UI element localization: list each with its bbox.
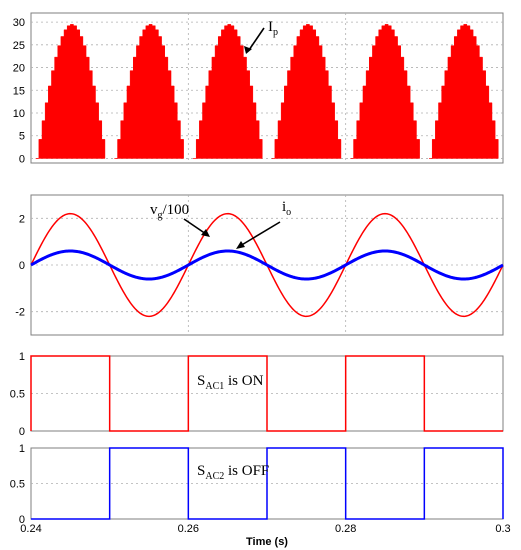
ip-label-main: I xyxy=(268,19,273,35)
vg-label-main: v xyxy=(150,202,158,218)
y-tick-label: 25 xyxy=(13,40,25,52)
y-tick-label: 10 xyxy=(13,108,25,120)
vg-label: vg/100 xyxy=(150,202,189,221)
switch-signal-2 xyxy=(31,447,504,520)
x-axis-label: Time (s) xyxy=(246,536,288,548)
y-tick-label: 5 xyxy=(19,131,25,143)
y-tick-label: 1 xyxy=(19,443,25,455)
y-tick-label: -2 xyxy=(15,307,25,319)
io-arrowhead xyxy=(236,241,245,249)
y-tick-label: 0 xyxy=(19,153,25,165)
switch-label-1: SAC1 is ON xyxy=(197,373,264,392)
io-label-main: i xyxy=(282,199,286,215)
io-label: io xyxy=(282,199,291,218)
x-tick-label: 0.3 xyxy=(495,523,510,535)
ip-pulse xyxy=(429,24,499,159)
y-tick-label: 0.5 xyxy=(10,479,25,491)
ip-pulse xyxy=(350,24,420,159)
switch-label-main: S xyxy=(197,463,205,479)
ip-pulse xyxy=(271,24,342,159)
vg-arrow xyxy=(183,218,207,235)
switch-label-sub: AC1 xyxy=(205,381,224,392)
ip-pulse xyxy=(35,24,106,159)
y-tick-label: 20 xyxy=(13,63,25,75)
plot-frame xyxy=(30,12,504,164)
switch-signal-1 xyxy=(30,355,503,432)
ip-arrow xyxy=(248,27,265,51)
series-line-1 xyxy=(30,249,504,281)
ip-label: Ip xyxy=(268,19,278,38)
y-tick-label: 0.5 xyxy=(10,389,25,401)
switch-label-suffix: is OFF xyxy=(224,463,269,479)
y-tick-label: 0 xyxy=(19,260,25,272)
io-arrow xyxy=(239,221,281,247)
panel-sac1: 0 0.5 1 SAC1 is ON xyxy=(10,351,504,438)
ip-label-sub: p xyxy=(273,27,278,38)
panel-vg-io: -2 0 2 vg/100 io xyxy=(15,194,504,336)
io-label-sub: o xyxy=(286,207,291,218)
switch-label-main: S xyxy=(197,373,205,389)
vg-label-sub: g xyxy=(158,210,163,221)
vg-label-suffix: /100 xyxy=(163,202,190,218)
panel-ip: 0 5 10 15 20 25 30 Ip xyxy=(13,12,504,165)
y-tick-label: 0 xyxy=(19,514,25,526)
switch-label-sub: AC2 xyxy=(205,471,224,482)
y-tick-label: 1 xyxy=(19,351,25,363)
y-tick-label: 2 xyxy=(19,213,25,225)
x-tick-label: 0.24 xyxy=(20,523,41,535)
x-tick-label: 0.28 xyxy=(335,523,356,535)
y-tick-label: 15 xyxy=(13,85,25,97)
x-tick-label: 0.26 xyxy=(178,523,199,535)
ip-pulse xyxy=(114,24,184,159)
vg-arrowhead xyxy=(201,229,210,237)
y-tick-label: 30 xyxy=(13,17,25,29)
ip-arrowhead xyxy=(244,46,252,54)
panel-sac2: 0 0.5 1 SAC2 is OFF xyxy=(10,443,504,526)
y-tick-label: 0 xyxy=(19,426,25,438)
ip-pulse xyxy=(193,24,263,159)
switch-label-suffix: is ON xyxy=(224,373,263,389)
switch-label-2: SAC2 is OFF xyxy=(197,463,269,482)
x-axis: 0.24 0.26 0.28 0.3 Time (s) xyxy=(20,523,510,548)
